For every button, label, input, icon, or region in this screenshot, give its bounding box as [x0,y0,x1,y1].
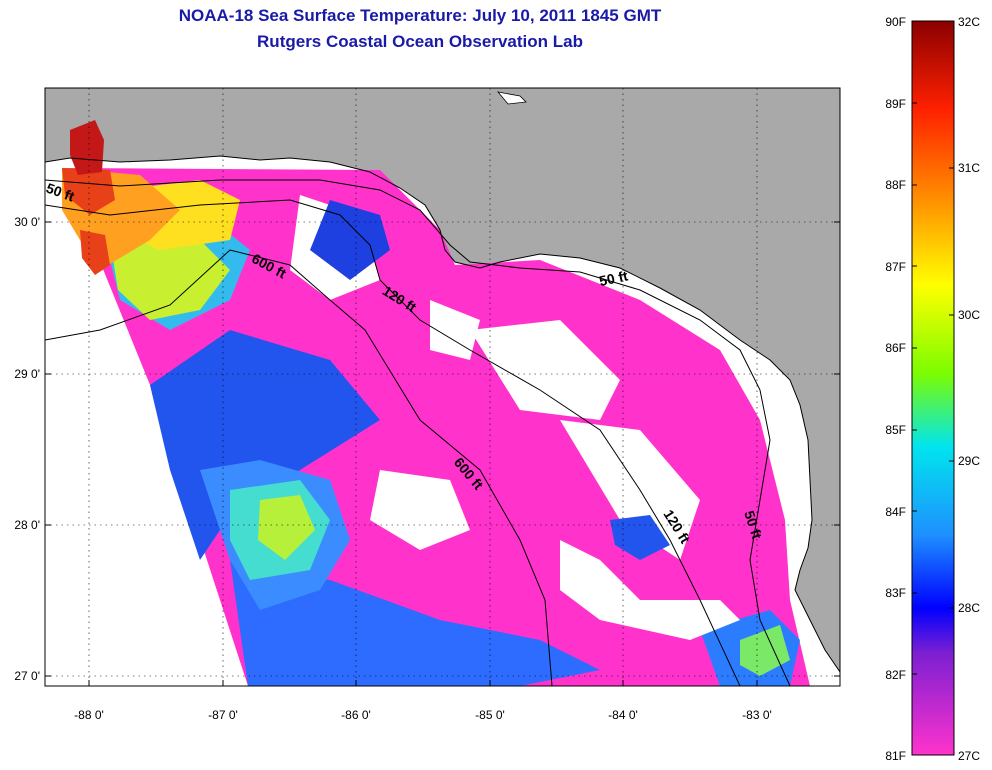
f-label: 83F [885,586,906,600]
contour-label-50ft: 50 ft [598,267,630,289]
map-subtitle: Rutgers Coastal Ocean Observation Lab [257,32,583,51]
f-label: 90F [885,15,906,29]
colorbar-celsius-labels: 32C 31C 30C 29C 28C 27C [958,15,980,763]
latitude-labels: 30 0' 29 0' 28 0' 27 0' [14,215,40,683]
c-label: 27C [958,749,980,763]
map-frame [44,87,841,687]
contour-line-600ft [45,249,553,686]
c-label: 30C [958,308,980,322]
map-title: NOAA-18 Sea Surface Temperature: July 10… [178,6,662,25]
contour-line-50ft-north [45,179,791,686]
c-label: 31C [958,161,980,175]
lat-label: 29 0' [14,367,40,381]
colorbar-ticks [912,102,954,675]
lon-label: -87 0' [208,708,238,722]
f-label: 81F [885,749,906,763]
colorbar-fahrenheit-labels: 90F 89F 88F 87F 86F 85F 84F 83F 82F 81F [885,15,906,763]
f-label: 88F [885,178,906,192]
c-label: 28C [958,601,980,615]
tick-marks [45,221,840,686]
f-label: 86F [885,341,906,355]
longitude-labels: -88 0' -87 0' -86 0' -85 0' -84 0' -83 0… [74,708,772,722]
c-label: 29C [958,454,980,468]
colorbar-gradient [911,20,955,756]
lon-label: -88 0' [74,708,104,722]
graticule [45,88,840,686]
c-label: 32C [958,15,980,29]
lon-label: -83 0' [742,708,772,722]
depth-contours [45,179,791,686]
f-label: 89F [885,97,906,111]
f-label: 82F [885,668,906,682]
lon-label: -86 0' [341,708,371,722]
lon-label: -84 0' [608,708,638,722]
f-label: 85F [885,423,906,437]
f-label: 84F [885,505,906,519]
lat-label: 27 0' [14,669,40,683]
lat-label: 30 0' [14,215,40,229]
coastline [45,155,840,673]
lon-label: -85 0' [475,708,505,722]
lake-shape [496,91,527,105]
f-label: 87F [885,260,906,274]
contour-line-120ft [45,199,741,686]
lat-label: 28 0' [14,518,40,532]
